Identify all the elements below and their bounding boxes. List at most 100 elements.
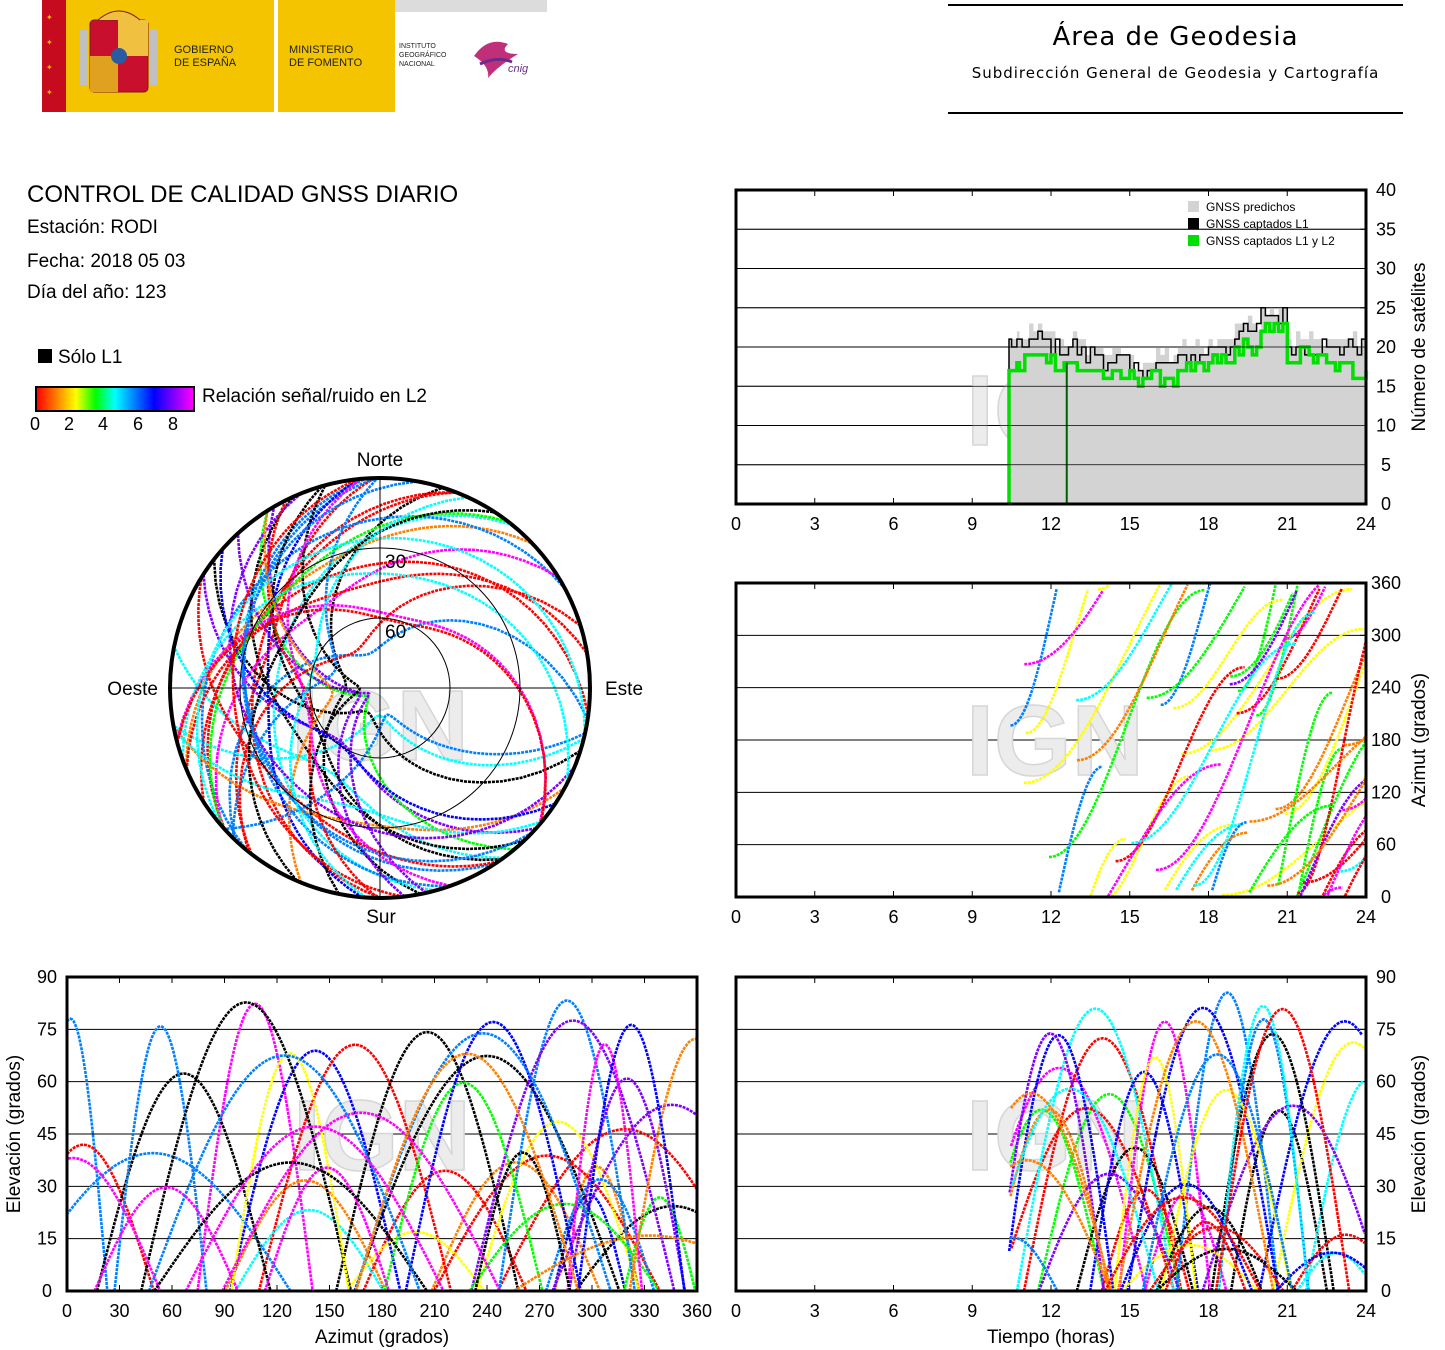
snr-colorbar	[35, 386, 195, 412]
azimuth-track	[1295, 719, 1366, 897]
snr-tick: 8	[168, 414, 179, 434]
y-tick-label: 300	[1371, 625, 1401, 645]
skyplot-track	[241, 480, 533, 863]
elevation-azimuth-track	[113, 1024, 208, 1291]
y-tick-label: 10	[1376, 416, 1396, 436]
y-axis-label: Azimut (grados)	[1409, 673, 1430, 807]
area-subtitle: Subdirección General de Geodesia y Carto…	[971, 64, 1380, 82]
series-predicted	[1009, 307, 1366, 504]
svg-text:cnig: cnig	[508, 63, 529, 75]
elevation-azimuth-chart: 0 15 30 45 60 75 90 0 30 60 90 120 150 180 210 240 270 30…	[4, 967, 712, 1348]
skyplot-track	[212, 559, 582, 784]
x-tick-label: 120	[262, 1301, 292, 1321]
elevation-azimuth-track	[567, 1077, 687, 1291]
azimuth-track	[1283, 586, 1327, 641]
skyplot-track	[228, 492, 576, 840]
elevation-azimuth-track	[362, 1169, 528, 1291]
skyplot-track	[185, 572, 589, 771]
ring-label-30: 30	[385, 552, 406, 573]
x-tick-label: 21	[1277, 907, 1297, 927]
x-tick-label: 9	[967, 1301, 977, 1321]
y-tick-label: 360	[1371, 573, 1401, 593]
x-tick-label: 30	[109, 1301, 129, 1321]
skyplot-track	[267, 506, 406, 898]
azimuth-track	[1210, 627, 1364, 752]
elevation-time-track	[1126, 1006, 1280, 1291]
azimuth-track	[1229, 589, 1298, 686]
y-tick-label: 5	[1381, 455, 1391, 475]
azimuth-track	[1321, 825, 1366, 896]
azimuth-track	[1076, 583, 1174, 702]
x-tick-label: 330	[629, 1301, 659, 1321]
legend-label: GNSS captados L1	[1206, 217, 1309, 231]
logo-grey-bar	[395, 0, 547, 12]
skyplot-track	[224, 713, 586, 831]
x-tick-label: 90	[214, 1301, 234, 1321]
azimuth-track	[1024, 589, 1105, 666]
elevation-azimuth-track	[353, 1054, 621, 1291]
skyplot-track	[181, 572, 570, 785]
elevation-azimuth-track	[470, 1019, 676, 1291]
x-tick-label: 24	[1356, 1301, 1376, 1321]
y-tick-label: 75	[1376, 1019, 1396, 1039]
elevation-time-track	[1022, 1036, 1183, 1291]
direction-south: Sur	[366, 907, 396, 928]
x-tick-label: 24	[1356, 514, 1376, 534]
legend-swatch	[1188, 201, 1199, 212]
x-tick-label: 6	[888, 907, 898, 927]
skyplot-track	[231, 478, 404, 898]
skyplot-track	[208, 512, 509, 828]
area-title: Área de Geodesia	[1052, 22, 1299, 52]
svg-text:✦: ✦	[46, 38, 53, 47]
elevation-time-track	[1274, 1251, 1366, 1291]
y-axis-label: Número de satélites	[1409, 263, 1430, 432]
azimuth-track	[1285, 584, 1366, 816]
x-tick-label: 18	[1198, 907, 1218, 927]
elevation-azimuth-track	[430, 1160, 602, 1291]
skyplot-border	[168, 476, 592, 900]
azimuth-track	[1249, 714, 1366, 823]
x-tick-label: 6	[888, 1301, 898, 1321]
plot-border	[734, 975, 1368, 1293]
skyplot-track	[238, 584, 582, 852]
x-tick-label: 12	[1041, 514, 1061, 534]
skyplot-track	[231, 478, 379, 839]
x-tick-label: 6	[888, 514, 898, 534]
snr-tick: 4	[98, 414, 109, 434]
azimuth-time-chart: 0 60 120 180 240 300 360 0 3 6 9 12 15 18 21 24 IGN Azimu…	[731, 573, 1430, 927]
y-axis-label: Elevación (grados)	[4, 1055, 25, 1213]
azimuth-track	[1057, 765, 1103, 893]
skyplot-track	[249, 496, 525, 851]
elevation-azimuth-track	[334, 1030, 520, 1291]
azimuth-tracks	[1010, 583, 1366, 897]
elevation-azimuth-track	[475, 1120, 641, 1291]
elevation-time-track	[1113, 1055, 1198, 1291]
azimuth-track	[1298, 747, 1343, 890]
skyplot-track	[247, 509, 496, 882]
x-axis-label: Tiempo (horas)	[987, 1327, 1115, 1348]
elevation-azimuth-track	[383, 1081, 544, 1291]
y-tick-label: 35	[1376, 219, 1396, 239]
elevation-time-track	[1015, 1007, 1175, 1291]
ministerio-text: MINISTERIO DE FOMENTO	[289, 44, 363, 69]
elevation-time-track	[1009, 1091, 1113, 1291]
elevation-azimuth-track	[196, 1002, 314, 1291]
azimuth-track	[1106, 763, 1222, 897]
station-label: Estación: RODI	[27, 217, 158, 238]
elevation-azimuth-track	[574, 1204, 697, 1291]
x-tick-label: 21	[1277, 1301, 1297, 1321]
elevation-time-track	[1009, 1108, 1111, 1291]
legend-label: GNSS predichos	[1206, 200, 1295, 214]
elevation-azimuth-track	[497, 999, 637, 1291]
azimuth-track	[1302, 746, 1366, 884]
x-tick-label: 15	[1120, 1301, 1140, 1321]
azimuth-track	[1194, 611, 1315, 887]
azimuth-track	[1160, 583, 1212, 707]
elevation-azimuth-track	[354, 1052, 580, 1291]
skyplot-track	[301, 484, 362, 895]
elevation-time-track	[1116, 1019, 1275, 1291]
x-tick-label: 0	[731, 514, 741, 534]
azimuth-track	[1190, 831, 1248, 892]
azimuth-track	[1343, 825, 1366, 897]
